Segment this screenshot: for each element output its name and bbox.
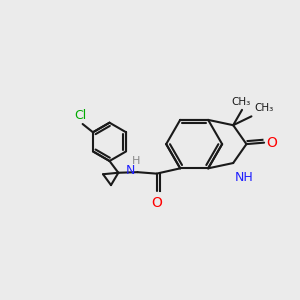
Text: N: N bbox=[126, 164, 135, 177]
Text: O: O bbox=[151, 196, 162, 210]
Text: CH₃: CH₃ bbox=[254, 103, 274, 113]
Text: H: H bbox=[132, 156, 140, 166]
Text: O: O bbox=[266, 136, 277, 150]
Text: Cl: Cl bbox=[74, 109, 87, 122]
Text: NH: NH bbox=[235, 171, 254, 184]
Text: CH₃: CH₃ bbox=[231, 97, 250, 107]
